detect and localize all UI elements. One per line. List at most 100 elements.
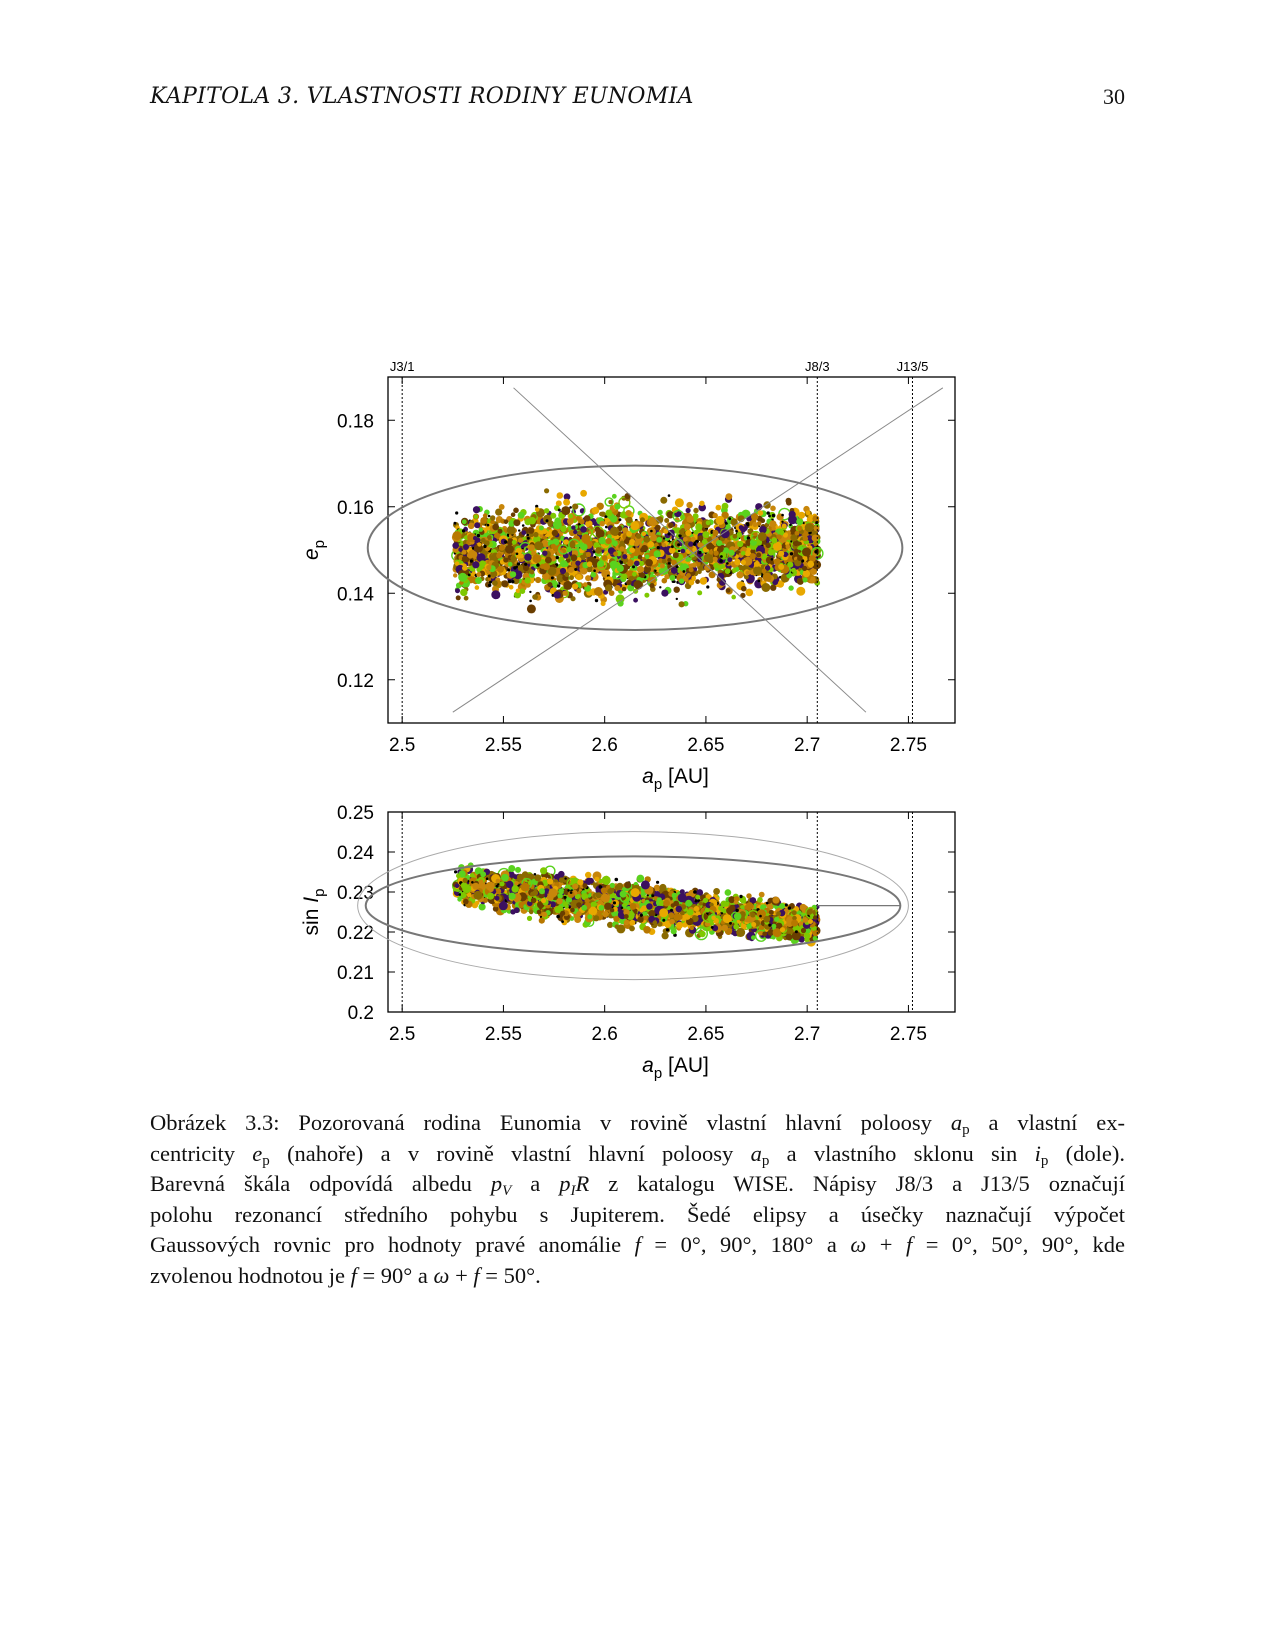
data-point [772,579,779,586]
data-point [670,567,678,574]
data-point [731,594,736,600]
data-point [636,565,645,574]
data-point [688,579,695,586]
data-point [685,899,693,907]
data-point [802,569,811,578]
data-point [534,507,540,512]
data-point [550,576,554,580]
data-point [568,906,571,909]
data-point [623,909,630,916]
resonance-label: J8/3 [805,359,830,374]
data-point [555,555,559,560]
data-point [669,918,675,925]
data-point [598,536,606,545]
data-point [517,511,525,519]
data-point [478,879,484,885]
plot-bottom: 2.5 2.55 2.6 2.65 2.7 2.750.20.210.220.230.24… [300,803,956,1082]
data-point [670,928,677,935]
data-point [808,919,813,924]
data-point [678,534,682,538]
data-point [549,901,557,908]
data-point [702,531,710,539]
data-point [745,588,754,597]
data-point [567,889,570,892]
data-point [638,560,645,567]
data-point [607,534,612,540]
data-point [792,915,797,921]
data-point [487,574,491,578]
data-point [667,532,671,536]
data-point [542,550,548,556]
data-point [810,567,818,575]
data-point [781,523,787,529]
data-point [562,590,568,596]
data-point [473,514,479,519]
data-point [710,926,714,929]
data-point [592,550,596,554]
data-point [523,565,529,572]
data-point [802,565,808,572]
data-point [781,513,784,517]
data-point [619,560,623,564]
data-point [644,592,650,598]
data-point [672,552,679,559]
data-point [477,542,482,547]
data-point [478,527,483,532]
scatter-cloud [451,488,824,614]
data-point [751,922,757,927]
data-point [661,589,669,597]
data-point [585,551,592,558]
data-point [595,529,605,539]
data-point [486,564,492,571]
data-point [623,538,630,545]
data-point [647,542,653,548]
data-point [501,580,509,588]
data-point [712,529,719,537]
data-point [614,924,620,929]
data-point [787,928,794,935]
data-point [598,905,605,911]
data-point [618,899,624,905]
data-point [666,511,674,519]
data-point [793,548,799,554]
data-point [637,554,643,560]
data-point [705,520,711,526]
data-point [645,559,653,567]
data-point [796,586,806,596]
data-point [663,528,669,534]
data-point [476,553,486,563]
data-point [752,521,758,528]
data-point [604,902,612,910]
figure: J3/1 J8/3 J13/52.5 2.55 2.6 2.65 2.7 2.750.120.… [300,359,956,1082]
data-point [765,542,771,549]
data-point [653,884,661,891]
data-point [643,915,648,921]
data-point [598,885,603,889]
data-point [677,893,687,903]
data-point [600,887,608,894]
data-point [535,576,542,584]
data-point [677,549,681,553]
data-point [811,534,819,542]
data-point [561,920,564,923]
data-point [713,562,719,569]
data-point [472,506,481,514]
data-point [672,580,676,583]
data-point [529,590,532,594]
data-point [690,536,696,542]
data-point [580,526,587,533]
data-point [526,604,536,614]
data-point [526,533,529,537]
data-point [734,558,741,566]
data-point [558,544,569,555]
data-point [768,514,771,518]
data-point [585,575,592,582]
data-point [735,529,738,533]
data-point [563,539,569,545]
data-point [557,508,561,512]
data-point [713,550,719,556]
data-point [560,910,566,916]
data-point [618,518,622,522]
data-point [750,548,756,554]
data-point [785,933,793,941]
